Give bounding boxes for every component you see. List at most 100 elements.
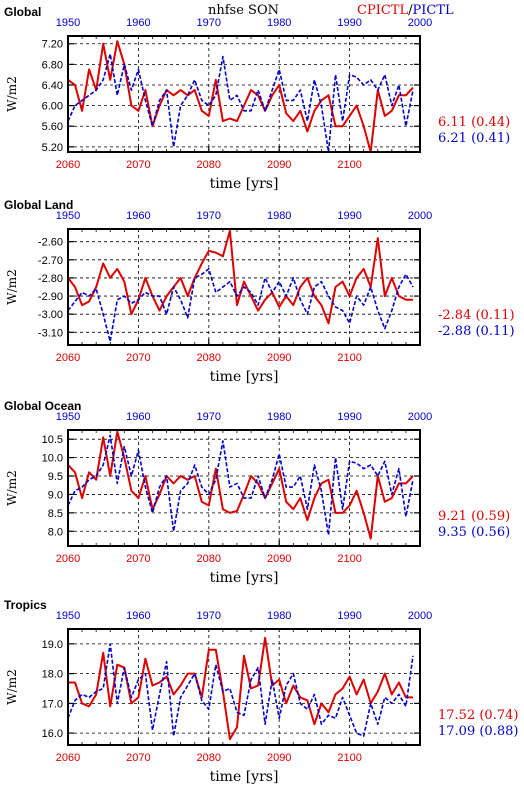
- top-tick-label: 1980: [267, 17, 291, 29]
- y-tick-label: 19.0: [42, 639, 63, 651]
- y-axis-label: W/m2: [5, 669, 19, 704]
- top-tick-label: 1990: [337, 411, 361, 423]
- y-tick-label: 9.5: [48, 471, 63, 483]
- stat-cpictl: 17.52 (0.74): [438, 708, 518, 723]
- panel-title: Tropics: [4, 598, 47, 612]
- bottom-tick-label: 2080: [197, 352, 221, 364]
- panel-title: Global Ocean: [4, 399, 81, 413]
- top-tick-label: 1980: [267, 210, 291, 222]
- y-tick-label: 6.00: [42, 101, 63, 113]
- y-axis-label: W/m2: [5, 269, 19, 304]
- series-cpictl-line: [68, 636, 413, 741]
- y-tick-label: 16.0: [42, 728, 63, 740]
- y-tick-label: -2.90: [38, 291, 63, 303]
- y-tick-label: 10.0: [42, 453, 63, 465]
- top-tick-label: 1990: [337, 210, 361, 222]
- bottom-tick-label: 2080: [197, 553, 221, 565]
- bottom-tick-label: 2060: [56, 752, 80, 764]
- run-b-label: PICTL: [412, 3, 454, 18]
- y-tick-label: 6.40: [42, 80, 63, 92]
- top-tick-label: 2000: [408, 411, 432, 423]
- bottom-tick-label: 2070: [126, 159, 150, 171]
- y-tick-label: 6.80: [42, 59, 63, 71]
- top-tick-label: 1970: [197, 17, 221, 29]
- bottom-tick-label: 2100: [337, 752, 361, 764]
- x-axis-label: time [yrs]: [210, 369, 279, 385]
- bottom-tick-label: 2100: [337, 159, 361, 171]
- panel-title: Global Land: [4, 198, 73, 212]
- top-tick-label: 1960: [126, 610, 150, 622]
- plot-frame: [67, 429, 421, 547]
- y-tick-label: -2.80: [38, 273, 63, 285]
- bottom-tick-label: 2090: [267, 159, 291, 171]
- y-tick-label: 5.20: [42, 142, 63, 154]
- top-tick-label: 1980: [267, 610, 291, 622]
- figure-header: nhfse SON CPICTL/PICTL: [208, 3, 454, 18]
- bottom-tick-label: 2080: [197, 159, 221, 171]
- y-tick-label: 5.60: [42, 121, 63, 133]
- y-axis-label: W/m2: [5, 76, 19, 111]
- x-axis-label: time [yrs]: [210, 570, 279, 586]
- bottom-tick-label: 2090: [267, 352, 291, 364]
- bottom-tick-label: 2090: [267, 752, 291, 764]
- variable-label: nhfse SON: [208, 3, 279, 18]
- stat-cpictl: 9.21 (0.59): [438, 509, 510, 524]
- bottom-tick-label: 2060: [56, 352, 80, 364]
- y-axis-label: W/m2: [5, 470, 19, 505]
- panel-title: Global: [4, 5, 41, 19]
- top-tick-label: 1970: [197, 610, 221, 622]
- top-tick-label: 1960: [126, 411, 150, 423]
- y-tick-label: -2.70: [38, 255, 63, 267]
- top-tick-label: 1960: [126, 17, 150, 29]
- bottom-tick-label: 2100: [337, 352, 361, 364]
- top-tick-label: 1980: [267, 411, 291, 423]
- series-pictl-line: [67, 643, 414, 737]
- series-cpictl-line: [67, 40, 414, 153]
- top-tick-label: 2000: [408, 17, 432, 29]
- series-cpictl-line: [67, 430, 414, 540]
- top-tick-label: 1970: [197, 210, 221, 222]
- top-tick-label: 1960: [126, 210, 150, 222]
- y-tick-label: 8.5: [48, 508, 63, 520]
- y-tick-label: 10.5: [42, 434, 63, 446]
- stat-cpictl: -2.84 (0.11): [438, 308, 515, 323]
- y-tick-label: 8.0: [48, 526, 63, 538]
- bottom-tick-label: 2070: [126, 752, 150, 764]
- series-cpictl-line: [67, 229, 413, 325]
- top-tick-label: 1950: [56, 610, 80, 622]
- run-separator: /: [408, 3, 413, 18]
- plot-frame: [67, 228, 421, 346]
- top-tick-label: 1950: [56, 411, 80, 423]
- series-pictl-line: [67, 434, 414, 536]
- run-legend: CPICTL/PICTL: [357, 3, 454, 18]
- y-tick-label: 18.0: [42, 669, 63, 681]
- top-tick-label: 2000: [408, 210, 432, 222]
- bottom-tick-label: 2070: [126, 352, 150, 364]
- plot-frame: [67, 35, 421, 153]
- y-tick-label: -3.00: [38, 309, 63, 321]
- y-tick-label: 17.0: [42, 698, 63, 710]
- top-tick-label: 1950: [56, 17, 80, 29]
- series-pictl-line: [67, 53, 414, 153]
- stat-pictl: 6.21 (0.41): [438, 131, 510, 146]
- bottom-tick-label: 2070: [126, 553, 150, 565]
- stat-pictl: 17.09 (0.88): [438, 724, 518, 739]
- panels: Global 1950 1960 1970 1980 1990 2000 5.20 5.60 6.…: [4, 5, 518, 785]
- bottom-tick-label: 2060: [56, 159, 80, 171]
- y-tick-label: 7.20: [42, 39, 63, 51]
- bottom-tick-label: 2060: [56, 553, 80, 565]
- bottom-tick-label: 2100: [337, 553, 361, 565]
- stat-pictl: 9.35 (0.56): [438, 525, 510, 540]
- plot-frame: [67, 628, 421, 746]
- stat-pictl: -2.88 (0.11): [438, 324, 515, 339]
- top-tick-label: 1950: [56, 210, 80, 222]
- top-tick-label: 1990: [337, 17, 361, 29]
- top-tick-label: 1990: [337, 610, 361, 622]
- x-axis-label: time [yrs]: [210, 176, 279, 192]
- x-axis-label: time [yrs]: [210, 769, 279, 785]
- top-tick-label: 1970: [197, 411, 221, 423]
- run-a-label: CPICTL: [357, 3, 408, 18]
- series-pictl-line: [67, 268, 414, 343]
